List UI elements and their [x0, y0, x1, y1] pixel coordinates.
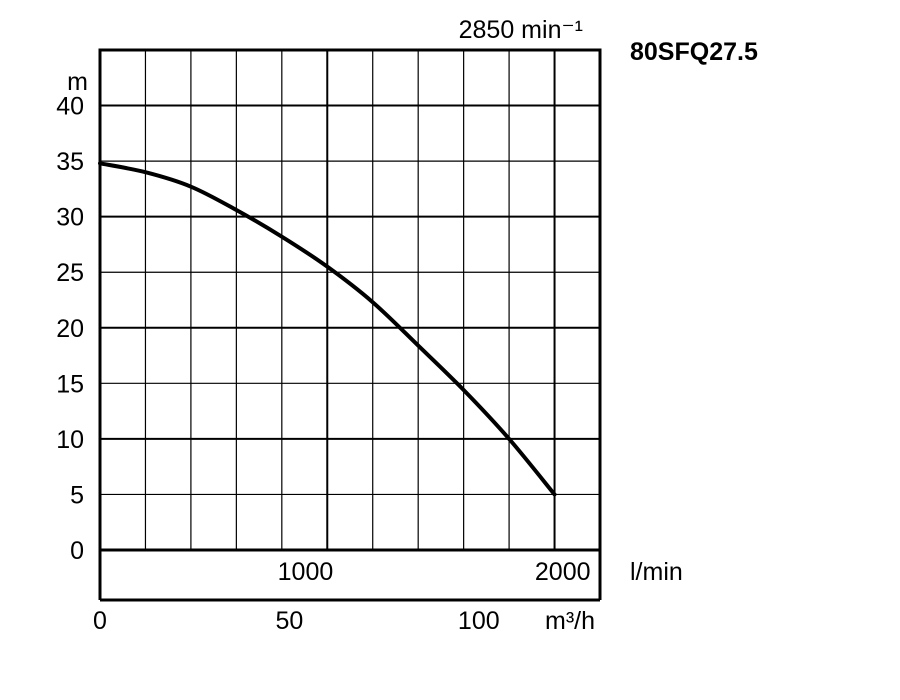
speed-label: 2850 min⁻¹ — [459, 16, 583, 44]
y-tick-label: 40 — [56, 93, 84, 121]
y-tick-label: 5 — [70, 481, 84, 509]
y-axis-label: m — [67, 68, 88, 96]
chart-title: 80SFQ27.5 — [630, 38, 758, 66]
x-secondary-tick-label: 0 — [93, 607, 107, 635]
x-secondary-tick-label: 50 — [275, 607, 303, 635]
x-secondary-axis-label: m³/h — [545, 607, 595, 635]
x-axis-label: l/min — [630, 558, 683, 586]
y-tick-label: 20 — [56, 315, 84, 343]
y-tick-label: 30 — [56, 204, 84, 232]
y-tick-label: 10 — [56, 426, 84, 454]
y-tick-label: 25 — [56, 259, 84, 287]
plot-border — [98, 48, 602, 552]
y-tick-label: 15 — [56, 370, 84, 398]
chart-frame — [98, 48, 602, 602]
y-tick-label: 0 — [70, 537, 84, 565]
x-tick-label: 1000 — [278, 558, 334, 586]
pump-curve-line — [98, 161, 557, 497]
curve-layer — [98, 161, 557, 497]
labels: 2850 min⁻¹ 80SFQ27.5 m l/min m³/h — [67, 16, 758, 635]
grid — [100, 50, 600, 550]
x-secondary-tick-label: 100 — [458, 607, 500, 635]
y-tick-label: 35 — [56, 148, 84, 176]
x-tick-label: 2000 — [535, 558, 591, 586]
tick-labels: 0 5 10 15 20 25 30 35 40 1000 2000 0 50 100 — [56, 93, 590, 635]
